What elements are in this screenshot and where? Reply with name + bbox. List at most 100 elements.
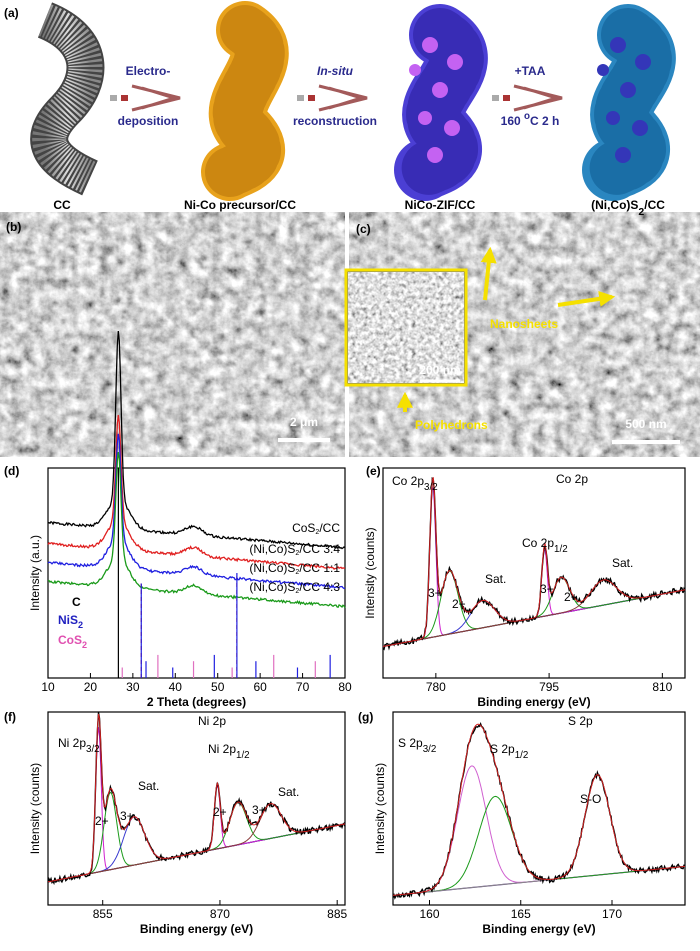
panel-label: (d) bbox=[4, 464, 19, 478]
annotation-part: 1/2 bbox=[236, 750, 250, 761]
xrd-trace bbox=[47, 452, 346, 609]
x-tick-label: 30 bbox=[126, 680, 140, 694]
trace-label-part: (Ni,Co)S bbox=[249, 542, 295, 556]
annotation: 2+ bbox=[564, 590, 578, 604]
step-label-part: C 2 h bbox=[530, 114, 559, 128]
scale-bar-label: 500 nm bbox=[625, 417, 666, 431]
panel-label: (f) bbox=[4, 710, 16, 724]
trace-label-part: /CC 1:1 bbox=[299, 561, 340, 575]
x-tick-label: 160 bbox=[419, 907, 439, 921]
x-tick-label: 20 bbox=[84, 680, 98, 694]
trace-label-part: (Ni,Co)S bbox=[249, 580, 295, 594]
annotation: Sat. bbox=[485, 572, 506, 586]
y-axis-label: Intensity (counts) bbox=[373, 763, 387, 854]
x-axis-label: Binding energy (eV) bbox=[482, 922, 595, 936]
panel-label: (b) bbox=[6, 220, 21, 234]
step-label-part: 160 bbox=[501, 114, 524, 128]
annotation: Co 2p bbox=[556, 472, 588, 486]
annotation: Ni 2p bbox=[198, 714, 226, 728]
step-label-part: o bbox=[524, 111, 530, 122]
annotation: Polyhedrons bbox=[415, 418, 488, 432]
panel-label: (c) bbox=[356, 222, 371, 236]
x-tick-label: 70 bbox=[296, 680, 310, 694]
reference-label: NiS2 bbox=[58, 613, 83, 630]
annotation-part: 1/2 bbox=[515, 750, 529, 761]
fit-component bbox=[47, 803, 346, 883]
fit-component bbox=[393, 765, 686, 896]
trace-label: (Ni,Co)S2/CC 1:1 bbox=[249, 561, 340, 576]
reference-label-part: 2 bbox=[78, 620, 83, 630]
material-label: Ni-Co precursor/CC bbox=[184, 198, 296, 212]
annotation-part: S 2p bbox=[398, 736, 423, 750]
annotation: Sat. bbox=[138, 779, 159, 793]
xrd-trace bbox=[47, 415, 346, 570]
annotation: Co 2p3/2 bbox=[392, 474, 438, 493]
material-label-part: 2 bbox=[638, 206, 644, 218]
reference-label-part: 2 bbox=[82, 640, 87, 650]
y-axis-label: Intensity (a.u.) bbox=[28, 535, 42, 611]
arrow-tail bbox=[297, 95, 304, 101]
reference-label-part: NiS bbox=[58, 613, 78, 627]
x-axis-label: Binding energy (eV) bbox=[140, 922, 253, 936]
trace-label-part: /CC 4:3 bbox=[299, 580, 340, 594]
annotation-part: 3/2 bbox=[424, 482, 438, 493]
annotation: 3+ bbox=[428, 586, 442, 600]
annotation-part: 3/2 bbox=[423, 744, 437, 755]
annotation: S 2p bbox=[568, 714, 593, 728]
sem-image-b bbox=[0, 212, 345, 457]
plot-frame bbox=[47, 467, 346, 679]
y-axis-label: Intensity (counts) bbox=[363, 527, 377, 618]
schematic bbox=[30, 1, 676, 201]
annotation-part: Ni 2p bbox=[208, 742, 236, 756]
arrow-tail bbox=[503, 95, 510, 101]
annotation-part: 1/2 bbox=[554, 544, 568, 555]
annotation: S 2p1/2 bbox=[490, 742, 528, 761]
annotation-part: Co 2p bbox=[522, 536, 554, 550]
x-axis-label: Binding energy (eV) bbox=[477, 695, 590, 709]
raw-spectrum bbox=[392, 721, 686, 900]
x-tick-label: 795 bbox=[539, 680, 559, 694]
reference-label: CoS2 bbox=[58, 633, 87, 650]
annotation: Ni 2p1/2 bbox=[208, 742, 250, 761]
x-axis-label: 2 Theta (degrees) bbox=[147, 695, 246, 709]
x-tick-label: 80 bbox=[338, 680, 352, 694]
panel-label: (g) bbox=[358, 710, 373, 724]
annotation-part: Co 2p bbox=[392, 474, 424, 488]
x-tick-label: 50 bbox=[211, 680, 225, 694]
step-label: +TAA bbox=[515, 64, 546, 78]
arrow-tail bbox=[308, 95, 315, 101]
step-label: In-situ bbox=[317, 64, 354, 78]
arrow-head bbox=[513, 84, 563, 112]
annotation: Sat. bbox=[278, 785, 299, 799]
scale-bar-label: 200 nm bbox=[419, 363, 460, 377]
fit-component bbox=[47, 791, 346, 883]
x-tick-label: 165 bbox=[511, 907, 531, 921]
x-tick-label: 170 bbox=[602, 907, 622, 921]
annotation: 3+ bbox=[252, 803, 266, 817]
plot-frame bbox=[47, 711, 346, 906]
annotation: 2+ bbox=[95, 814, 109, 828]
annotation: 3+ bbox=[120, 809, 134, 823]
trace-label-part: /CC bbox=[319, 521, 340, 535]
trace-label-part: 2 bbox=[315, 529, 319, 536]
panel-label: (e) bbox=[366, 464, 381, 478]
arrow-tail bbox=[492, 95, 499, 101]
material-label-part: /CC bbox=[644, 198, 665, 212]
material-label: (Ni,Co)S2/CC bbox=[591, 198, 665, 218]
x-tick-label: 855 bbox=[93, 907, 113, 921]
step-label: deposition bbox=[118, 114, 179, 128]
raw-spectrum bbox=[382, 476, 686, 651]
trace-label-part: CoS bbox=[292, 521, 315, 535]
reference-label-part: CoS bbox=[58, 633, 82, 647]
step-label: 160 oC 2 h bbox=[501, 111, 560, 128]
arrow-tail bbox=[110, 95, 117, 101]
sem-image-c bbox=[344, 212, 700, 457]
annotation-part: 3/2 bbox=[86, 744, 100, 755]
x-tick-label: 810 bbox=[652, 680, 672, 694]
arrow-tail bbox=[121, 95, 128, 101]
step-label: reconstruction bbox=[293, 114, 377, 128]
annotation: S-O bbox=[580, 792, 601, 806]
panel-label: (a) bbox=[4, 6, 19, 20]
x-tick-label: 10 bbox=[41, 680, 55, 694]
